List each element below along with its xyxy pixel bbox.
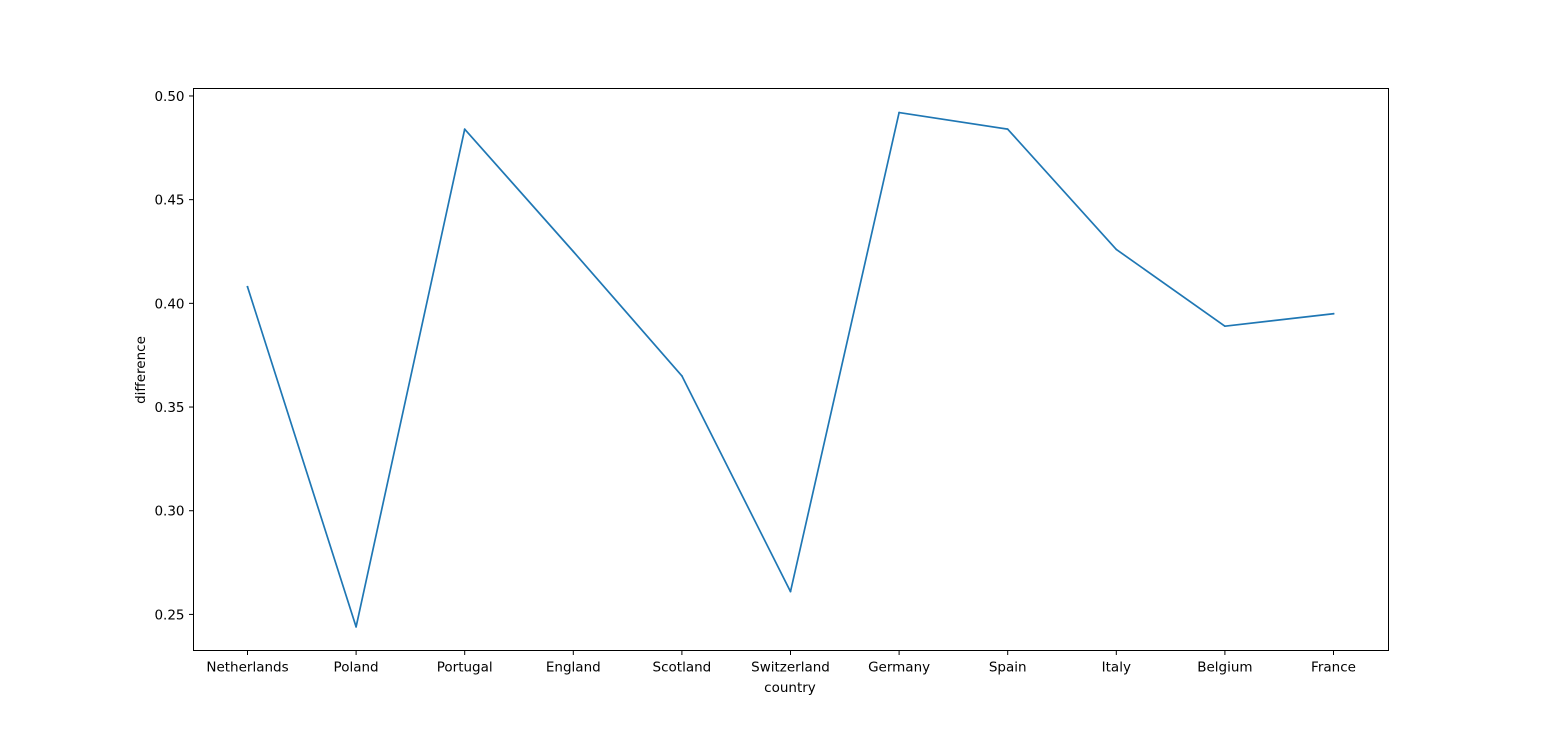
- x-tick-label: Poland: [334, 660, 379, 676]
- data-points: [246, 111, 1335, 628]
- data-point: [1332, 312, 1335, 315]
- y-tick-label: 0.30: [154, 504, 184, 520]
- x-tick-label: Belgium: [1197, 660, 1252, 676]
- data-point: [681, 375, 683, 377]
- plot-area: [193, 88, 1389, 651]
- data-point: [572, 250, 575, 253]
- data-point: [789, 590, 792, 593]
- x-tick-label: Netherlands: [206, 660, 288, 676]
- y-axis-label: difference: [133, 336, 149, 404]
- x-axis-label: country: [764, 680, 816, 696]
- data-point: [355, 625, 357, 628]
- data-point: [246, 285, 249, 288]
- x-tick-label: France: [1311, 660, 1356, 676]
- x-tick-label: Portugal: [437, 660, 493, 676]
- data-point: [898, 111, 900, 114]
- data-point: [1115, 248, 1118, 251]
- x-tick-label: Scotland: [653, 660, 712, 676]
- x-axis: Netherlands Poland Portugal England Scotland…: [206, 650, 1356, 676]
- x-tick-label: Germany: [868, 660, 930, 676]
- y-tick-label: 0.50: [154, 89, 184, 105]
- y-axis: 0.25 0.30 0.35 0.40 0.45 0.50: [154, 89, 194, 623]
- x-tick-label: England: [546, 660, 601, 676]
- y-tick-label: 0.25: [154, 607, 184, 623]
- data-point: [1224, 325, 1226, 328]
- y-tick-label: 0.40: [154, 296, 184, 312]
- x-tick-label: Italy: [1102, 660, 1131, 676]
- plot-frame: [193, 88, 1389, 651]
- y-tick-label: 0.45: [154, 193, 184, 209]
- data-point: [1006, 128, 1009, 131]
- x-tick-label: Spain: [989, 660, 1027, 676]
- x-tick-label: Switzerland: [751, 660, 830, 676]
- data-point: [463, 128, 466, 131]
- y-tick-label: 0.35: [154, 400, 184, 416]
